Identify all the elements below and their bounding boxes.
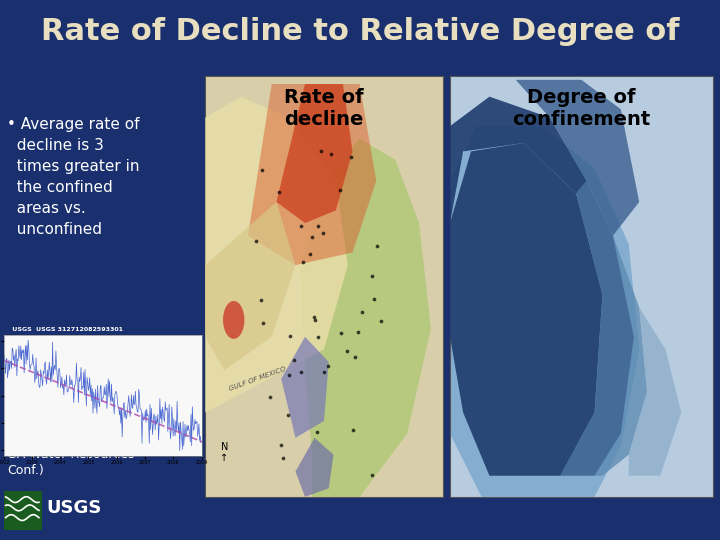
Point [305, 250, 316, 259]
Text: Rate of
decline: Rate of decline [284, 88, 364, 129]
Point [297, 258, 308, 266]
Polygon shape [205, 202, 295, 370]
Point [296, 367, 307, 376]
Polygon shape [205, 97, 348, 413]
Polygon shape [248, 84, 377, 265]
Point [283, 370, 294, 379]
Text: • Average rate of
  decline is 3
  times greater in
  the confined
  areas vs.
 : • Average rate of decline is 3 times gre… [7, 117, 140, 237]
Point [318, 229, 329, 238]
Point [319, 367, 330, 376]
Text: N
↑: N ↑ [220, 442, 228, 463]
Point [284, 332, 296, 340]
Point [375, 317, 387, 326]
Bar [4, 491, 42, 530]
Polygon shape [450, 126, 639, 497]
Polygon shape [300, 139, 431, 497]
Point [275, 440, 287, 449]
Point [345, 153, 356, 161]
Point [336, 329, 347, 338]
Point [306, 232, 318, 241]
Point [310, 315, 321, 324]
Point [341, 347, 353, 355]
Point [312, 222, 324, 231]
Polygon shape [450, 76, 713, 497]
Point [274, 188, 285, 197]
Point [312, 332, 324, 341]
Point [257, 319, 269, 327]
Point [325, 150, 337, 158]
Point [349, 353, 361, 361]
Point [251, 237, 262, 246]
Polygon shape [450, 143, 603, 476]
Point [369, 295, 380, 303]
Polygon shape [560, 181, 634, 476]
Circle shape [223, 301, 244, 339]
Polygon shape [595, 235, 647, 476]
Polygon shape [295, 438, 333, 497]
Point [282, 410, 294, 419]
Text: (Williams et al. 2011,
GA Water Resources
Conf.): (Williams et al. 2011, GA Water Resource… [7, 432, 140, 477]
Point [322, 362, 333, 371]
Point [334, 186, 346, 194]
Polygon shape [276, 84, 353, 223]
Point [294, 221, 306, 230]
Polygon shape [516, 80, 639, 235]
Text: GULF OF MEXICO: GULF OF MEXICO [228, 366, 287, 392]
Polygon shape [282, 337, 329, 438]
Point [288, 356, 300, 364]
Point [277, 454, 289, 462]
Point [366, 471, 377, 480]
Point [352, 328, 364, 336]
Text: Rate of Decline to Relative Degree of: Rate of Decline to Relative Degree of [41, 17, 679, 46]
Polygon shape [629, 307, 681, 476]
Point [256, 166, 268, 174]
Polygon shape [205, 76, 443, 497]
Point [315, 146, 327, 155]
Text: USGS  USGS 312712082593301: USGS USGS 312712082593301 [7, 327, 122, 333]
Point [366, 272, 377, 280]
Point [256, 295, 267, 304]
Text: USGS: USGS [46, 500, 102, 517]
Point [348, 426, 359, 434]
Point [308, 312, 320, 321]
Point [264, 392, 276, 401]
Polygon shape [450, 97, 587, 223]
Point [371, 241, 382, 250]
Text: Degree of
confinement: Degree of confinement [512, 88, 651, 129]
Point [311, 427, 323, 436]
Point [356, 308, 368, 316]
